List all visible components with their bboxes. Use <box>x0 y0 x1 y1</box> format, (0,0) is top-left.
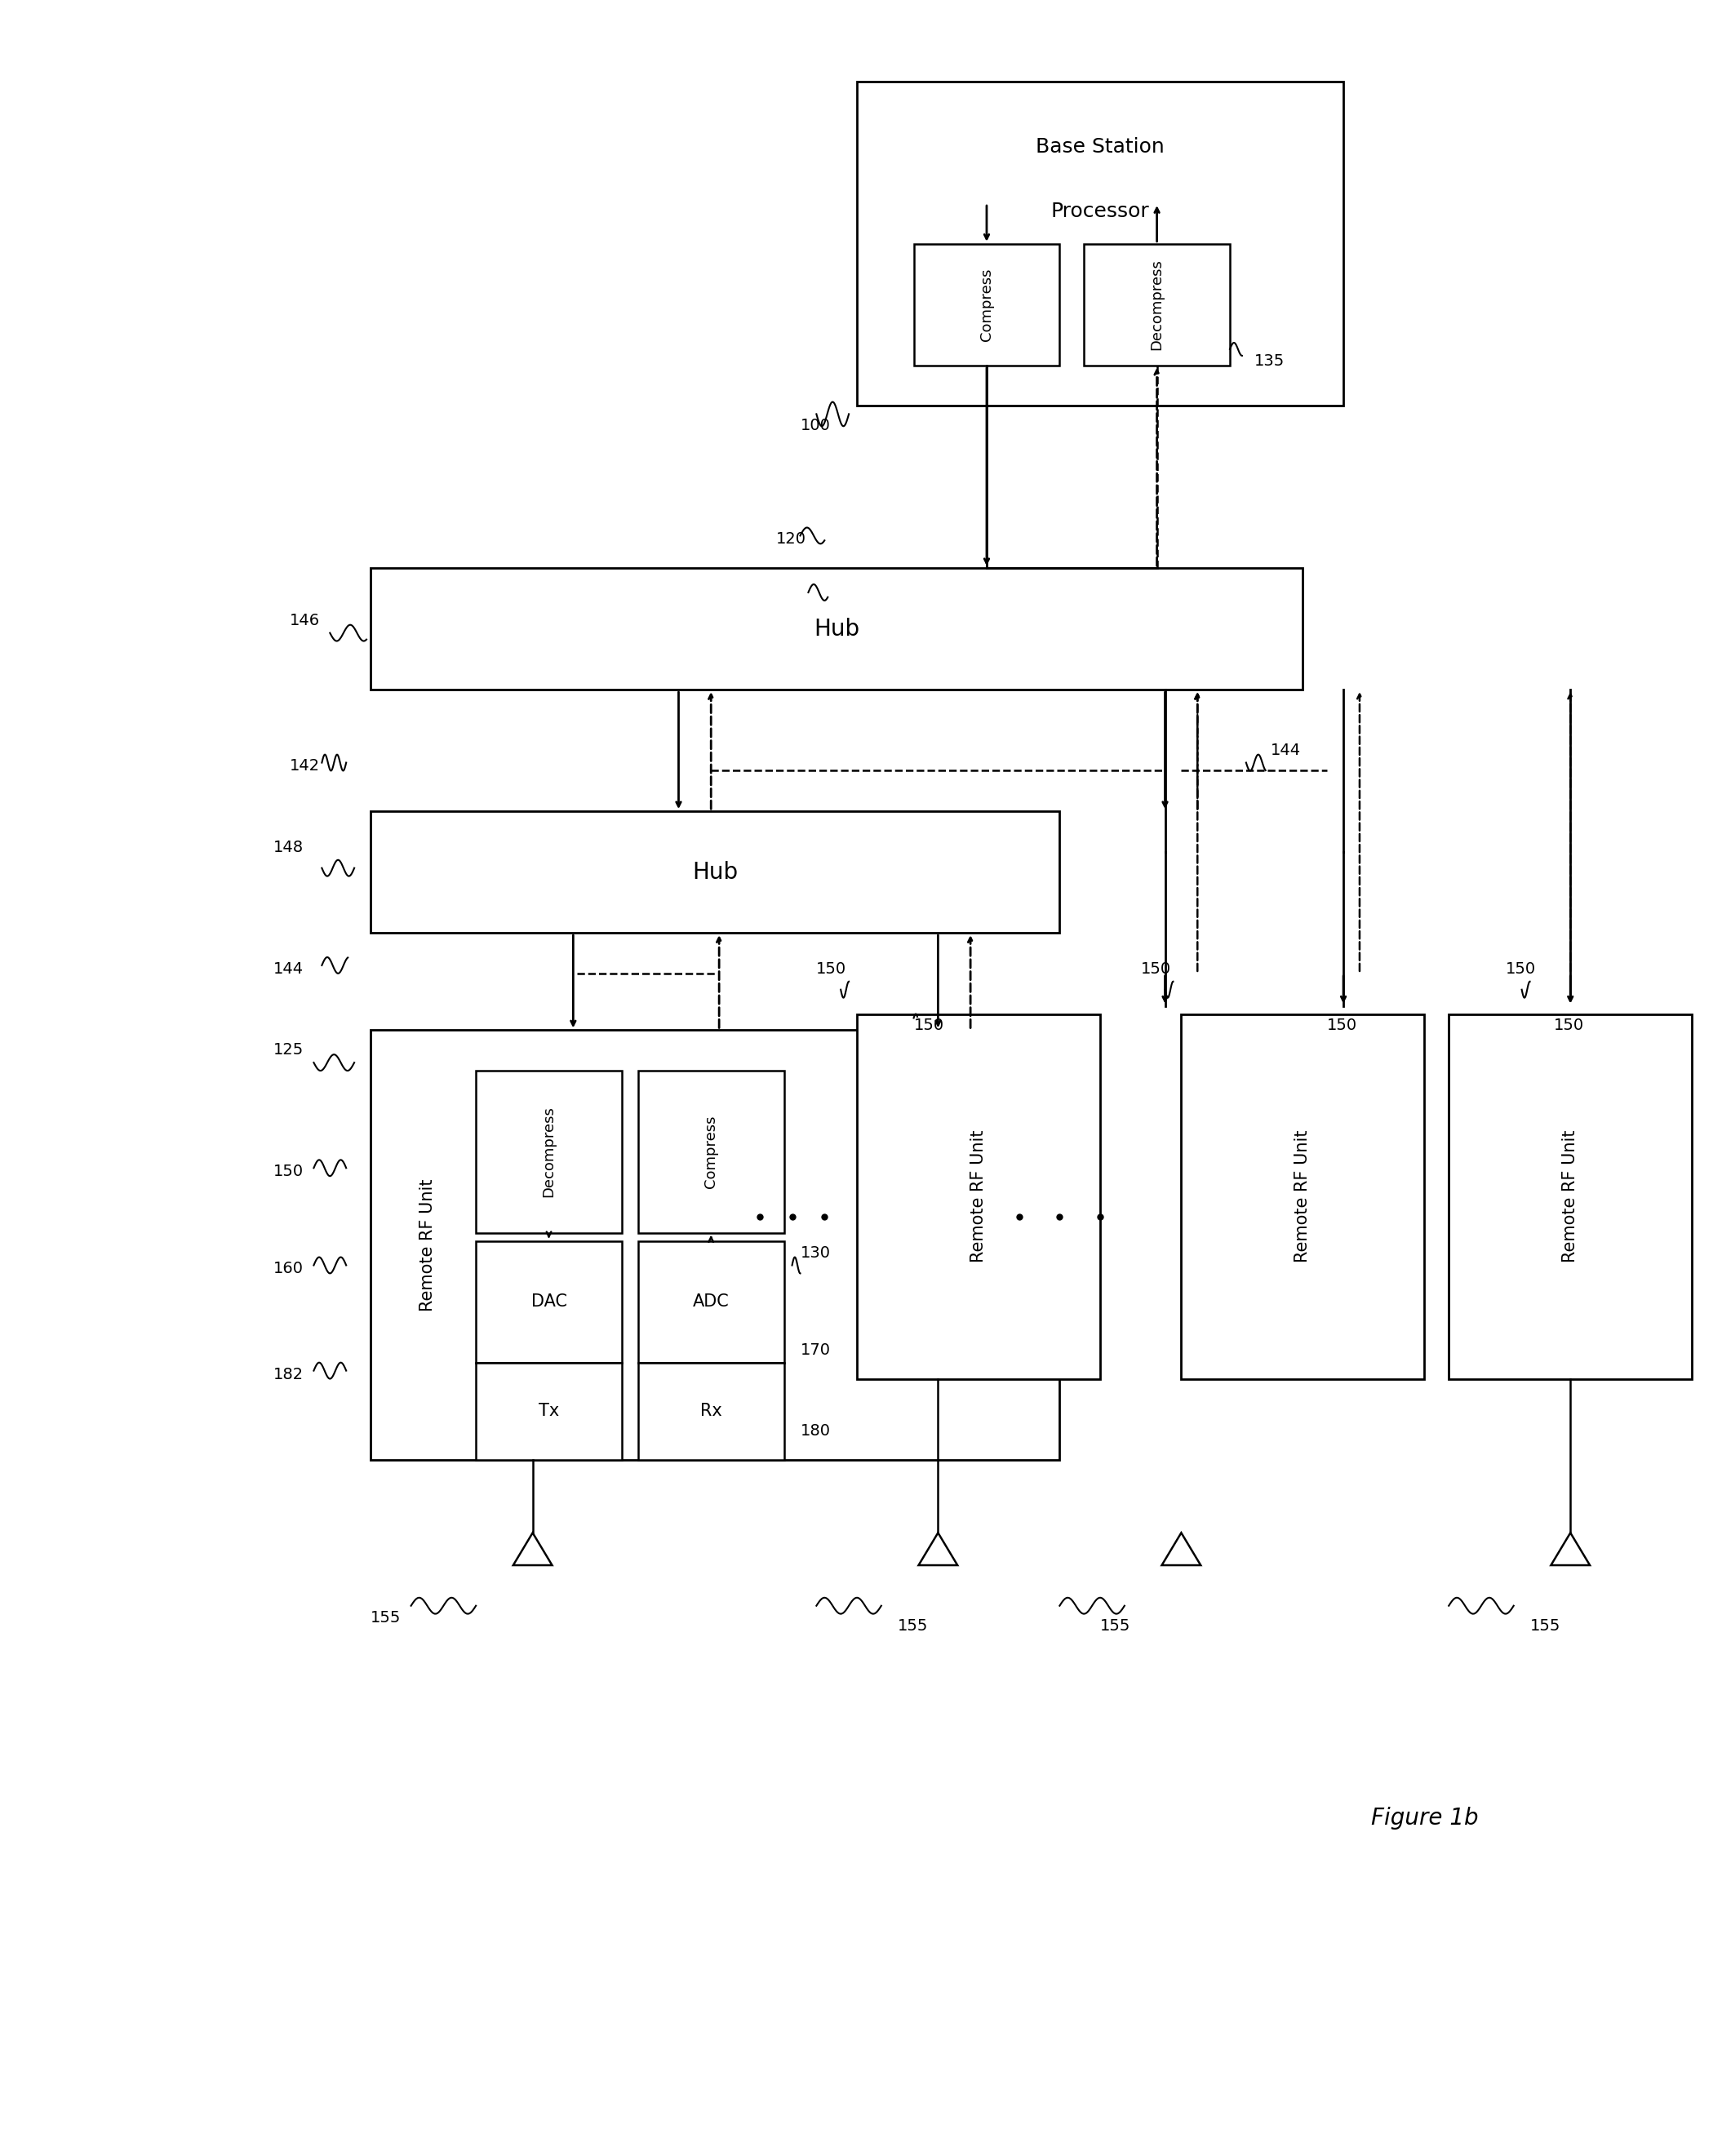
FancyBboxPatch shape <box>475 1363 622 1460</box>
FancyBboxPatch shape <box>1083 244 1230 364</box>
Text: Remote RF Unit: Remote RF Unit <box>971 1130 987 1263</box>
Text: 150: 150 <box>1505 962 1536 977</box>
Text: DAC: DAC <box>530 1294 567 1311</box>
Text: 182: 182 <box>274 1367 303 1382</box>
Text: 150: 150 <box>1328 1018 1357 1033</box>
Text: Remote RF Unit: Remote RF Unit <box>418 1179 436 1311</box>
FancyBboxPatch shape <box>475 1072 622 1233</box>
Text: 148: 148 <box>274 839 303 856</box>
Text: 150: 150 <box>1555 1018 1584 1033</box>
FancyBboxPatch shape <box>858 82 1343 405</box>
FancyBboxPatch shape <box>475 1242 622 1363</box>
Text: 150: 150 <box>816 962 847 977</box>
Text: Compress: Compress <box>704 1115 718 1188</box>
FancyBboxPatch shape <box>858 1013 1100 1378</box>
Text: Decompress: Decompress <box>1150 259 1164 349</box>
Text: Decompress: Decompress <box>541 1106 556 1197</box>
FancyBboxPatch shape <box>370 811 1059 934</box>
Text: 155: 155 <box>1100 1617 1131 1634</box>
FancyBboxPatch shape <box>639 1072 784 1233</box>
Text: 155: 155 <box>1529 1617 1560 1634</box>
Text: Base Station: Base Station <box>1037 136 1164 157</box>
Text: 180: 180 <box>801 1423 830 1438</box>
Text: 144: 144 <box>1271 742 1300 757</box>
Text: 144: 144 <box>274 962 303 977</box>
Text: Compress: Compress <box>980 267 994 341</box>
Text: 150: 150 <box>274 1164 303 1179</box>
Text: Hub: Hub <box>815 617 859 640</box>
Text: Remote RF Unit: Remote RF Unit <box>1562 1130 1579 1263</box>
FancyBboxPatch shape <box>1448 1013 1693 1378</box>
Text: 135: 135 <box>1254 354 1285 369</box>
Text: 160: 160 <box>274 1261 303 1276</box>
Text: Figure 1b: Figure 1b <box>1371 1807 1477 1830</box>
Text: 140: 140 <box>777 597 806 612</box>
Text: Tx: Tx <box>539 1404 560 1419</box>
Text: 170: 170 <box>801 1343 830 1358</box>
Text: 150: 150 <box>1140 962 1171 977</box>
Text: 155: 155 <box>897 1617 928 1634</box>
Text: 150: 150 <box>914 1018 944 1033</box>
Text: 130: 130 <box>801 1244 830 1261</box>
FancyBboxPatch shape <box>370 1031 1059 1460</box>
FancyBboxPatch shape <box>1181 1013 1424 1378</box>
Text: 120: 120 <box>777 533 806 548</box>
Text: Rx: Rx <box>701 1404 722 1419</box>
FancyBboxPatch shape <box>639 1242 784 1363</box>
Text: ADC: ADC <box>692 1294 730 1311</box>
FancyBboxPatch shape <box>639 1363 784 1460</box>
Text: 155: 155 <box>370 1611 401 1626</box>
Text: Hub: Hub <box>692 860 739 884</box>
Text: 100: 100 <box>801 418 830 433</box>
Text: Processor: Processor <box>1050 203 1150 222</box>
Text: 146: 146 <box>289 612 320 627</box>
Text: Remote RF Unit: Remote RF Unit <box>1295 1130 1310 1263</box>
Text: 142: 142 <box>289 759 320 774</box>
FancyBboxPatch shape <box>370 567 1304 690</box>
FancyBboxPatch shape <box>914 244 1059 364</box>
Text: 125: 125 <box>274 1041 303 1059</box>
